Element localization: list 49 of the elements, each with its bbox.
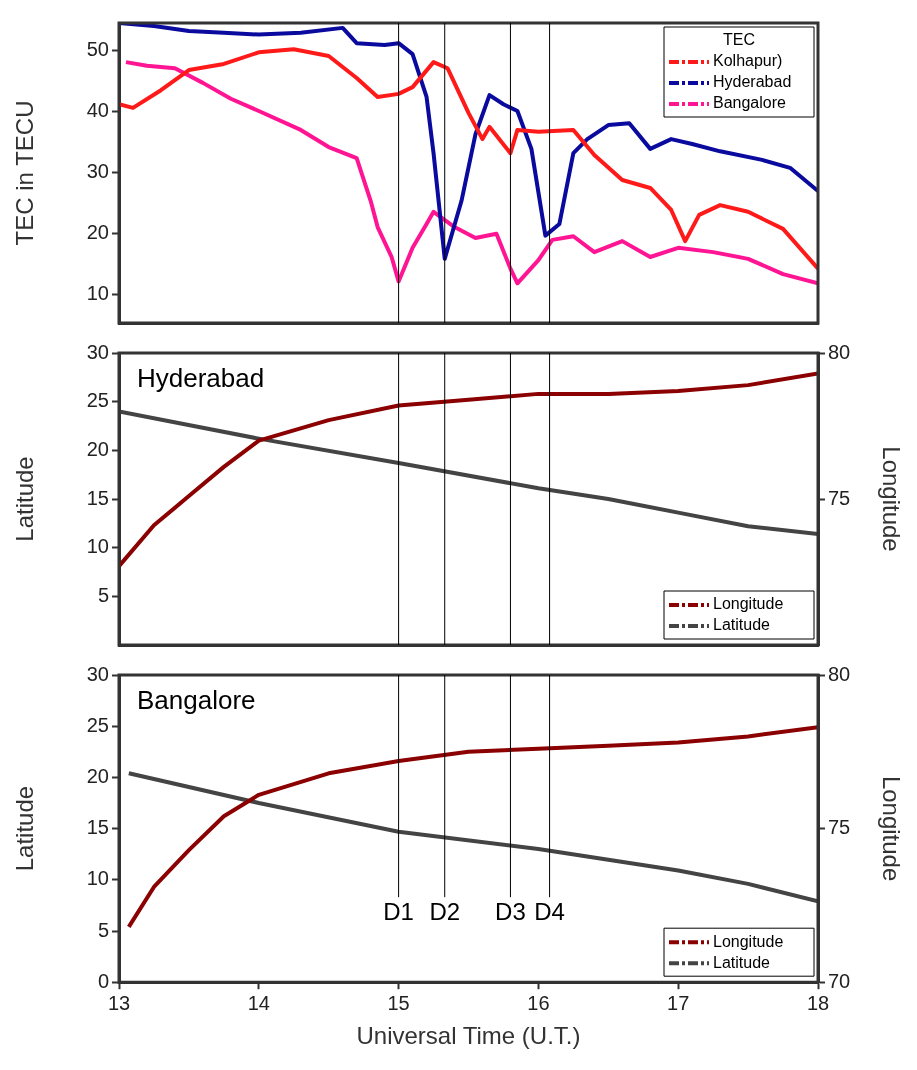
legend-label: Kolhapur) [713, 52, 783, 70]
x-tick-label: 15 [387, 991, 410, 1014]
y-tick-label: 30 [86, 662, 109, 685]
legend-label: Longitude [713, 932, 784, 950]
y-tick-label: 5 [97, 583, 109, 606]
y2-tick-label: 80 [828, 340, 851, 363]
y2-tick-label: 80 [828, 662, 851, 685]
y-tick-label: 30 [86, 340, 109, 363]
legend-label: Latitude [713, 616, 771, 634]
y-axis-title: Latitude [11, 456, 39, 542]
legend-label: Latitude [713, 953, 771, 971]
y-axis-title: Latitude [11, 785, 39, 872]
y-tick-label: 20 [86, 764, 109, 787]
x-tick-label: 17 [667, 991, 690, 1014]
y-axis-title: TEC in TECU [11, 100, 39, 246]
y-tick-label: 20 [86, 221, 109, 244]
y-tick-label: 5 [97, 918, 109, 941]
x-tick-label: 14 [247, 991, 270, 1014]
y2-tick-label: 75 [828, 816, 851, 839]
y-tick-label: 15 [86, 816, 109, 839]
y-tick-label: 15 [86, 486, 109, 509]
y2-tick-label: 75 [828, 486, 851, 509]
ref-line-label: D1 [383, 897, 414, 925]
y-tick-label: 25 [86, 713, 109, 736]
legend-label: Hyderabad [713, 73, 792, 91]
y-tick-label: 10 [86, 867, 109, 890]
legend-title: TEC [723, 31, 755, 49]
x-tick-label: 16 [527, 991, 550, 1014]
chart-title: Hyderabad [137, 363, 265, 394]
y-tick-label: 30 [86, 160, 109, 183]
y-tick-label: 0 [97, 969, 109, 992]
ref-line-label: D3 [495, 897, 526, 925]
y-tick-label: 50 [86, 38, 109, 61]
x-tick-label: 18 [806, 991, 830, 1014]
chart-title: Bangalore [137, 685, 256, 716]
y2-tick-label: 70 [828, 969, 851, 992]
ref-line-label: D2 [429, 897, 461, 925]
y-tick-label: 10 [86, 282, 109, 305]
x-tick-label: 13 [107, 991, 131, 1014]
y-tick-label: 40 [86, 99, 109, 122]
legend-label: Longitude [713, 595, 784, 613]
x-axis-title: Universal Time (U.T.) [356, 1022, 581, 1050]
y-tick-label: 20 [86, 437, 109, 460]
y2-axis-title: Longitude [877, 775, 905, 882]
y2-axis-title: Longitude [877, 446, 905, 552]
ref-line-label: D4 [534, 897, 565, 925]
y-tick-label: 10 [86, 535, 109, 558]
y-tick-label: 25 [86, 389, 109, 412]
legend-label: Bangalore [713, 94, 787, 112]
